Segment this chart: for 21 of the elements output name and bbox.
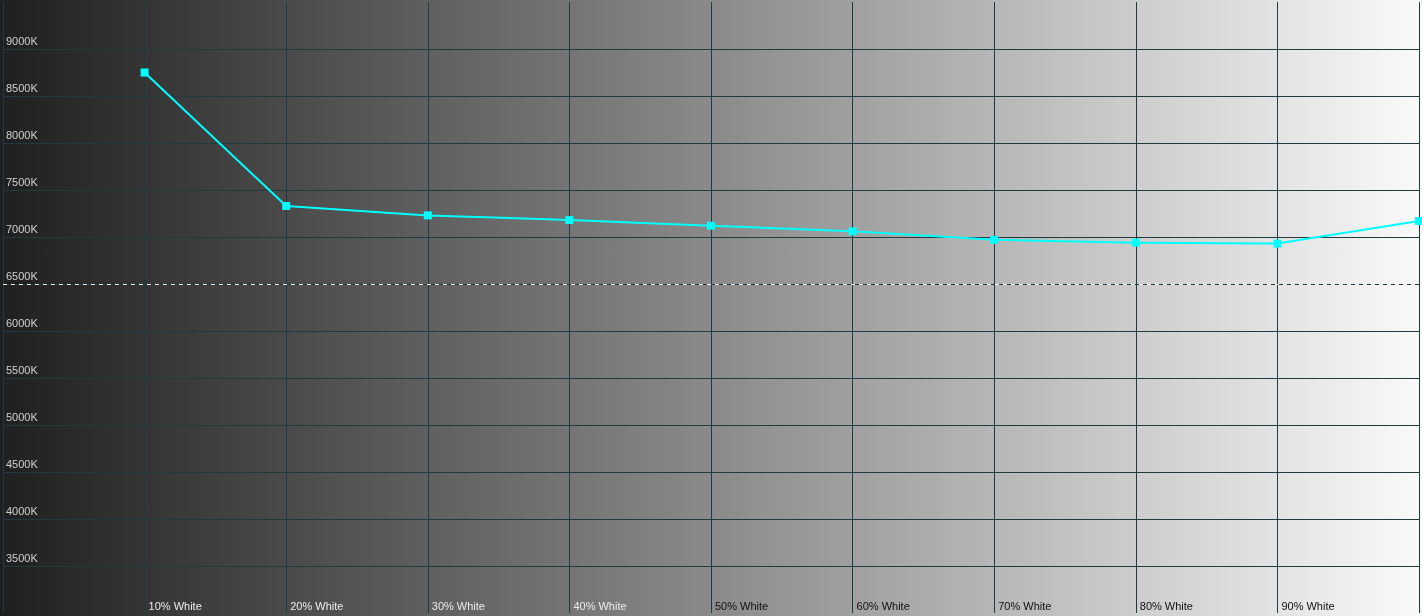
x-tick-label: 20% White bbox=[290, 599, 344, 612]
x-tick-label: 60% White bbox=[856, 599, 910, 612]
y-tick-label: 6500K bbox=[6, 269, 39, 282]
x-tick-label: 50% White bbox=[715, 599, 769, 612]
y-tick-label: 8500K bbox=[6, 81, 39, 94]
y-tick-label: 5000K bbox=[6, 410, 39, 423]
y-tick-label: 8000K bbox=[6, 128, 39, 141]
y-tick-label: 5500K bbox=[6, 363, 39, 376]
x-tick-label: 80% White bbox=[1139, 599, 1193, 612]
y-tick-label: 7500K bbox=[6, 175, 39, 188]
x-tick-label: 70% White bbox=[998, 599, 1052, 612]
y-tick-label: 4500K bbox=[6, 457, 39, 470]
y-tick-label: 3500K bbox=[6, 551, 39, 564]
x-tick-label: 90% White bbox=[1281, 599, 1335, 612]
y-tick-label: 9000K bbox=[6, 34, 39, 47]
x-tick-label: 30% White bbox=[431, 599, 485, 612]
y-tick-label: 7000K bbox=[6, 222, 39, 235]
x-tick-label: 40% White bbox=[573, 599, 627, 612]
y-tick-label: 4000K bbox=[6, 504, 39, 517]
x-tick-label: 10% White bbox=[148, 599, 202, 612]
y-tick-label: 6000K bbox=[6, 316, 39, 329]
